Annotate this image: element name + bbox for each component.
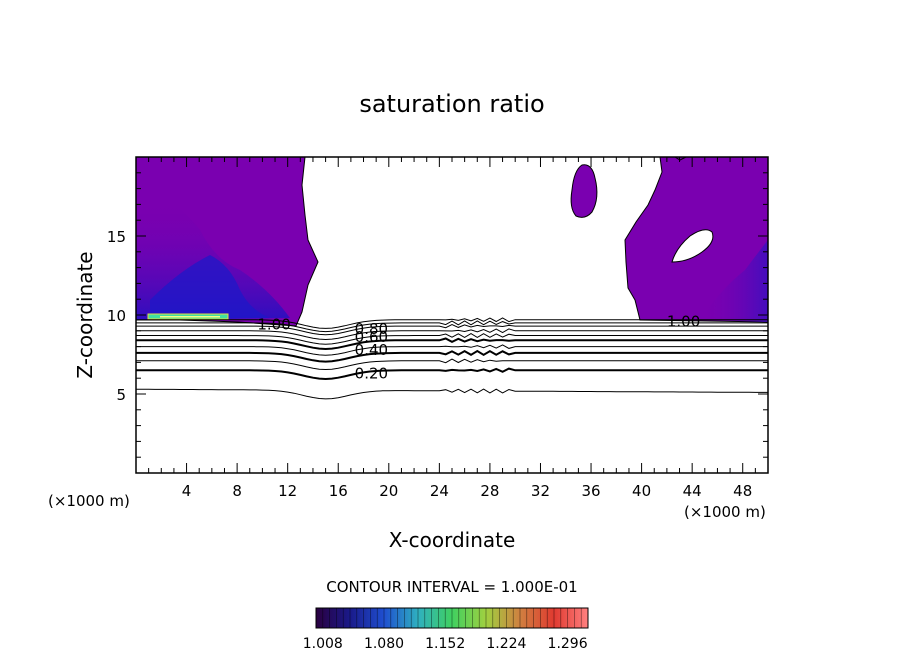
- contour-label: 0.40: [355, 341, 388, 359]
- contour-interval-label: CONTOUR INTERVAL = 1.000E-01: [326, 578, 577, 596]
- contour-lines: [136, 317, 768, 400]
- contour-line: [136, 317, 768, 329]
- x-tick-label: 28: [480, 482, 499, 500]
- contour-line: [136, 324, 768, 336]
- x-tick-label: 36: [581, 482, 600, 500]
- x-tick-label: 24: [430, 482, 449, 500]
- x-axis-title: X-coordinate: [389, 528, 516, 552]
- contour-line: [136, 344, 768, 356]
- colorbar-tick-label: 1.224: [486, 636, 526, 652]
- contour-line: [136, 337, 768, 351]
- contour-label: 0.80: [355, 320, 388, 338]
- contour-line: [136, 349, 768, 363]
- x-tick-label: 20: [379, 482, 398, 500]
- contour-labels: 1.00 1.00 0.800.600.40 0.20: [257, 312, 700, 382]
- y-axis-title: Z-coordinate: [73, 251, 97, 378]
- x-tick-label: 12: [278, 482, 297, 500]
- y-tick-label: 10: [107, 307, 126, 325]
- x-units-right: (×1000 m): [684, 503, 766, 521]
- x-tick-label: 44: [683, 482, 702, 500]
- x-units-left: (×1000 m): [48, 492, 130, 510]
- filled-regions: [136, 157, 768, 327]
- contour-label: 0.60: [355, 328, 388, 346]
- y-tick-label: 5: [116, 386, 126, 404]
- colorbar-tick-label: 1.080: [364, 636, 404, 652]
- y-tick-label: 15: [107, 228, 126, 246]
- colorbar-ticks: 1.008 1.080 1.152 1.224 1.296: [303, 608, 589, 652]
- contour-line: [136, 367, 768, 381]
- contour-label: 1.00: [667, 312, 700, 330]
- contour-line: [136, 333, 768, 345]
- x-tick-label: 16: [329, 482, 348, 500]
- x-tick-label: 4: [182, 482, 192, 500]
- contour-line: [136, 388, 768, 400]
- isolated-cell: [570, 164, 598, 218]
- right-hole: [671, 229, 714, 263]
- contour-line: [136, 328, 768, 341]
- chart-title: saturation ratio: [359, 90, 544, 118]
- right-shading: [700, 240, 768, 322]
- colorbar-tick-label: 1.296: [548, 636, 588, 652]
- x-tick-label: 40: [632, 482, 651, 500]
- x-tick-label: 32: [531, 482, 550, 500]
- contour-label: 0.20: [355, 364, 388, 382]
- x-tick-label: 48: [733, 482, 752, 500]
- colorbar-tick-label: 1.008: [303, 636, 343, 652]
- contour-label: 1.00: [257, 315, 290, 333]
- left-shading-core: [150, 255, 270, 320]
- peak-band-core: [160, 316, 220, 318]
- contour-line: [136, 320, 768, 333]
- colorbar-tick-label: 1.152: [425, 636, 465, 652]
- contour-line: [136, 358, 768, 371]
- x-tick-label: 8: [232, 482, 242, 500]
